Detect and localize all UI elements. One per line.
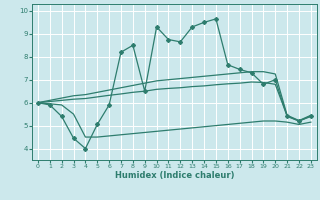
X-axis label: Humidex (Indice chaleur): Humidex (Indice chaleur) [115, 171, 234, 180]
